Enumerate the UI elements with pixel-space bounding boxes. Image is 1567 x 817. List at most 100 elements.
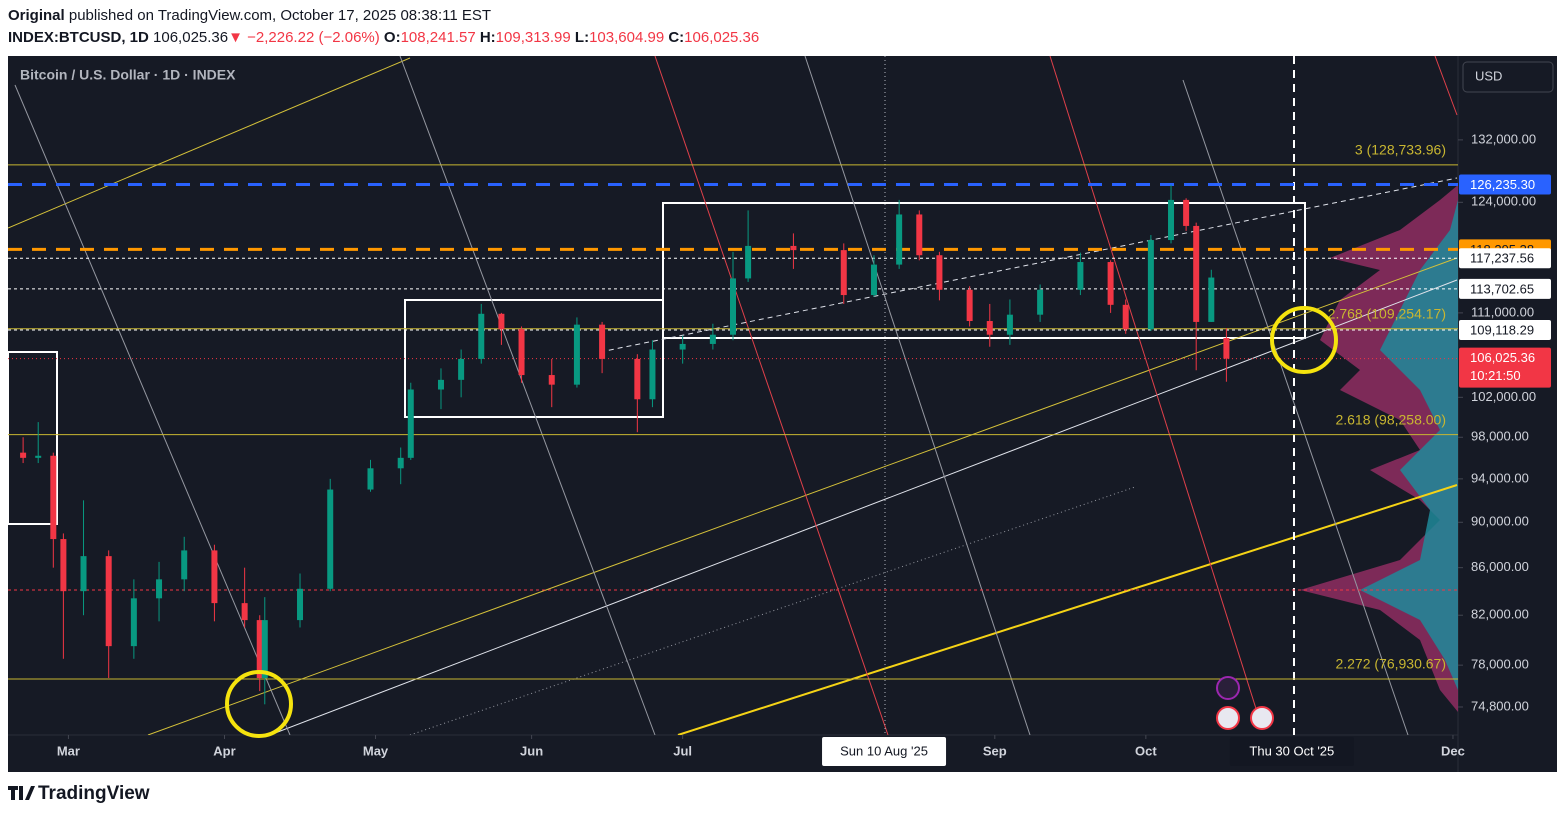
- candle-body: [1168, 199, 1175, 241]
- candle-body: [936, 255, 943, 290]
- event-icon[interactable]: [1216, 676, 1240, 700]
- ohlc-value: 108,241.57: [400, 29, 476, 46]
- candle-body: [1077, 262, 1084, 290]
- candle-body: [518, 329, 525, 376]
- footer: TradingView: [8, 783, 150, 804]
- candle-body: [790, 245, 797, 251]
- ohlc-value: 109,313.99: [495, 29, 571, 46]
- y-tick-label: 111,000.00: [1471, 304, 1534, 319]
- candle-body: [709, 334, 716, 344]
- candle-body: [60, 539, 67, 592]
- candle-body: [367, 468, 374, 490]
- logo: TradingView: [38, 783, 150, 804]
- candle-body: [634, 358, 641, 400]
- crosshair-label: Sun 10 Aug '25: [840, 743, 928, 758]
- crosshair-label: Thu 30 Oct '25: [1249, 743, 1334, 758]
- event-icon[interactable]: [1250, 706, 1274, 730]
- price-tag: [1459, 347, 1551, 388]
- symbol: INDEX:BTCUSD, 1D: [8, 29, 149, 46]
- ohlc-value: 103,604.99: [589, 29, 665, 46]
- candle-body: [20, 452, 27, 458]
- price-tag-label: 109,118.29: [1470, 322, 1534, 337]
- author: Original: [8, 7, 65, 24]
- candle-body: [327, 489, 334, 589]
- currency[interactable]: USD: [1475, 68, 1502, 83]
- symbol-line: INDEX:BTCUSD, 1D 106,025.36▼ −2,226.22 (…: [8, 29, 759, 46]
- logo-mark: [8, 786, 35, 800]
- x-tick-label: Dec: [1441, 743, 1465, 758]
- drawings: [8, 56, 1458, 735]
- candle-body: [498, 313, 505, 330]
- y-tick-label: 102,000.00: [1471, 389, 1536, 404]
- price-tag-label: 113,702.65: [1470, 281, 1534, 296]
- candle-body: [50, 455, 57, 540]
- candle-body: [156, 579, 163, 599]
- ohlc-label: L:: [574, 29, 590, 46]
- fib-label: 3 (128,733.96): [1355, 142, 1446, 158]
- candle-body: [1006, 314, 1013, 335]
- x-tick-label: Jun: [520, 743, 543, 758]
- candle-body: [241, 603, 248, 621]
- candle-body: [840, 250, 847, 296]
- candle-body: [896, 214, 903, 265]
- arrow: ▼: [228, 29, 243, 46]
- trend-line: [147, 257, 1458, 735]
- candle-body: [745, 245, 752, 279]
- range-box: [8, 351, 58, 525]
- candle-body: [1037, 289, 1044, 315]
- price-tag-label: 117,237.56: [1470, 251, 1534, 266]
- candle-body: [1223, 338, 1230, 359]
- chart-panel: [8, 56, 1557, 772]
- event-icon[interactable]: [1216, 706, 1240, 730]
- candle-body: [599, 324, 606, 359]
- trend-line: [8, 57, 411, 229]
- fib-label: 2.618 (98,258.00): [1335, 411, 1446, 427]
- price-tag-label: 126,235.30: [1470, 177, 1535, 192]
- crosshair-tag: [1229, 737, 1354, 766]
- candle-body: [573, 324, 580, 385]
- axes: Bitcoin / U.S. Dollar · 1D · INDEX USD 1…: [20, 61, 1554, 766]
- y-tick-label: 86,000.00: [1471, 559, 1529, 574]
- crosshair-tag: [822, 737, 947, 766]
- candle-body: [1122, 304, 1129, 330]
- highlight-circle: [1270, 306, 1338, 374]
- x-tick-label: Sep: [983, 743, 1007, 758]
- trend-line: [804, 56, 1031, 735]
- y-tick-label: 90,000.00: [1471, 514, 1529, 529]
- volume-profile: [1360, 200, 1458, 690]
- published: published on TradingView.com, October 17…: [68, 7, 492, 24]
- trend-line: [599, 177, 1458, 353]
- candle-body: [1208, 277, 1215, 322]
- trend-line: [269, 279, 1458, 735]
- candle-body: [211, 550, 218, 604]
- trend-line: [399, 56, 656, 735]
- candle-body: [966, 289, 973, 322]
- x-tick-label: Apr: [213, 743, 235, 758]
- x-tick-label: May: [363, 743, 389, 758]
- y-tick-label: 82,000.00: [1471, 607, 1529, 622]
- y-tick-label: 94,000.00: [1471, 470, 1529, 485]
- trend-line: [1182, 79, 1409, 735]
- candles: [20, 184, 1230, 705]
- candle-body: [35, 455, 42, 458]
- candle-body: [458, 358, 465, 380]
- y-tick-label: 98,000.00: [1471, 429, 1529, 444]
- candle-body: [130, 598, 137, 647]
- candle-body: [261, 620, 268, 679]
- currency-button[interactable]: [1462, 61, 1554, 93]
- trend-line: [654, 56, 889, 735]
- price-tag: [1459, 248, 1551, 269]
- x-tick-label: Oct: [1135, 743, 1157, 758]
- fib-label: 2.272 (76,930.67): [1335, 656, 1446, 672]
- range-box: [662, 202, 1306, 339]
- chart-title: Bitcoin / U.S. Dollar · 1D · INDEX: [20, 67, 236, 83]
- candle-body: [649, 349, 656, 400]
- ohlc-label: O:: [383, 29, 401, 46]
- candle-body: [986, 321, 993, 335]
- ohlc-label: C:: [668, 29, 685, 46]
- ohlc-label: H:: [479, 29, 496, 46]
- price-tag: [1459, 174, 1551, 195]
- y-tick-label: 124,000.00: [1471, 194, 1536, 209]
